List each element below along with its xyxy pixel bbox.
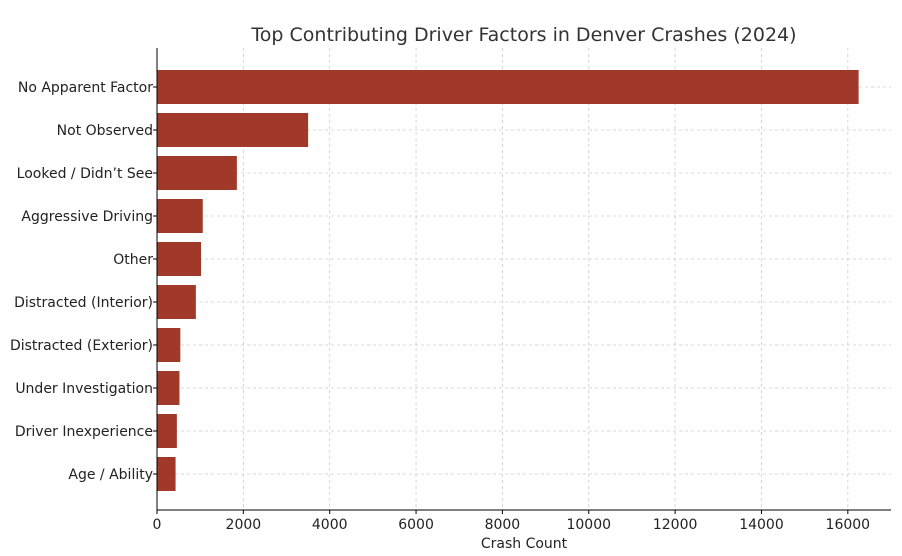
category-labels: No Apparent Factor Not Observed Looked / D… [10, 80, 153, 483]
x-tick-label: 16000 [826, 517, 871, 533]
chart-title: Top Contributing Driver Factors in Denve… [250, 24, 796, 46]
bar [157, 70, 859, 104]
category-label: No Apparent Factor [18, 80, 153, 96]
category-label: Age / Ability [68, 467, 153, 483]
bar [157, 199, 203, 233]
category-label: Looked / Didn’t See [17, 166, 153, 182]
category-label: Aggressive Driving [21, 209, 153, 225]
bar [157, 457, 176, 491]
bar [157, 156, 237, 190]
x-tick-label: 8000 [485, 517, 521, 533]
bar [157, 242, 202, 276]
bar [157, 414, 177, 448]
x-tick-label: 14000 [739, 517, 784, 533]
bar [157, 285, 196, 319]
bar [157, 328, 181, 362]
bar [157, 371, 180, 405]
x-tick-label: 12000 [653, 517, 698, 533]
category-label: Under Investigation [15, 381, 153, 397]
x-tick-label: 2000 [226, 517, 262, 533]
category-label: Driver Inexperience [15, 424, 153, 440]
category-label: Distracted (Exterior) [10, 338, 153, 354]
bar [157, 113, 309, 147]
category-label: Other [113, 252, 153, 268]
category-label: Not Observed [57, 123, 153, 139]
axes: 0 2000 4000 6000 8000 10000 12000 14000 16000 [153, 48, 891, 533]
x-tick-label: 6000 [398, 517, 434, 533]
bars [157, 70, 859, 491]
x-tick-label: 10000 [566, 517, 611, 533]
x-tick-label: 4000 [312, 517, 348, 533]
x-axis-label: Crash Count [481, 536, 568, 552]
category-label: Distracted (Interior) [14, 295, 153, 311]
x-tick-label: 0 [153, 517, 162, 533]
